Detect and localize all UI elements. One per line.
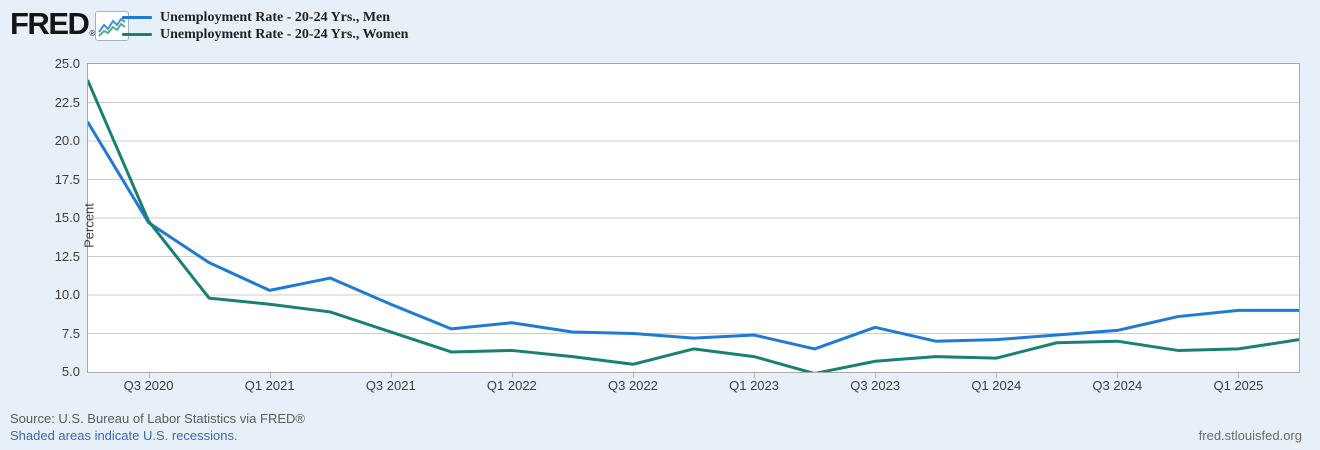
fred-logo: FRED® xyxy=(10,8,95,49)
legend-swatch-women xyxy=(122,33,152,36)
x-tick-label: Q3 2024 xyxy=(1092,378,1143,393)
y-tick-label: 22.5 xyxy=(54,94,80,110)
source-note: Source: U.S. Bureau of Labor Statistics … xyxy=(10,411,305,426)
x-tick-label: Q3 2021 xyxy=(365,378,416,393)
x-tick-mark xyxy=(996,373,998,378)
series-line-women[interactable] xyxy=(88,79,1299,372)
y-tick-label: 25.0 xyxy=(54,56,80,71)
y-tick-label: 12.5 xyxy=(54,248,80,264)
x-tick-mark xyxy=(632,373,634,378)
legend-item-men: Unemployment Rate - 20-24 Yrs., Men xyxy=(122,9,408,26)
y-tick-label: 15.0 xyxy=(54,210,80,225)
y-tick-label: 7.5 xyxy=(61,325,80,341)
fred-logo-text: FRED xyxy=(10,6,90,41)
x-tick-mark xyxy=(390,373,392,378)
x-tick-label: Q1 2024 xyxy=(971,378,1022,393)
x-tick-label: Q1 2025 xyxy=(1213,378,1264,393)
site-url: fred.stlouisfed.org xyxy=(1198,428,1302,443)
x-tick-label: Q3 2020 xyxy=(123,378,174,393)
registered-mark: ® xyxy=(89,29,96,38)
x-tick-mark xyxy=(754,373,756,378)
y-tick-label: 20.0 xyxy=(54,133,80,148)
legend: Unemployment Rate - 20-24 Yrs., Men Unem… xyxy=(122,9,408,43)
x-tick-label: Q1 2023 xyxy=(729,378,779,393)
x-tick-label: Q3 2023 xyxy=(850,378,901,393)
y-tick-label: 5.0 xyxy=(61,364,80,379)
x-tick-mark xyxy=(1117,373,1119,378)
legend-swatch-men xyxy=(122,16,152,19)
legend-label-men: Unemployment Rate - 20-24 Yrs., Men xyxy=(160,9,391,25)
chart-canvas xyxy=(88,79,1299,372)
legend-label-women: Unemployment Rate - 20-24 Yrs., Women xyxy=(160,26,409,42)
legend-item-women: Unemployment Rate - 20-24 Yrs., Women xyxy=(122,26,408,43)
series-line-men[interactable] xyxy=(88,121,1299,351)
x-tick-label: Q1 2021 xyxy=(244,378,295,393)
y-tick-label: 10.0 xyxy=(54,287,80,302)
x-tick-mark xyxy=(269,373,271,378)
x-tick-mark xyxy=(511,373,513,378)
x-tick-mark xyxy=(148,373,150,378)
x-tick-label: Q3 2022 xyxy=(608,378,658,393)
x-tick-label: Q1 2022 xyxy=(486,378,537,393)
y-tick-label: 17.5 xyxy=(54,171,80,187)
recessions-link[interactable]: Shaded areas indicate U.S. recessions. xyxy=(10,428,238,443)
x-tick-mark xyxy=(1238,373,1240,378)
plot-area[interactable]: Percent xyxy=(82,64,1299,372)
x-tick-mark xyxy=(875,373,877,378)
